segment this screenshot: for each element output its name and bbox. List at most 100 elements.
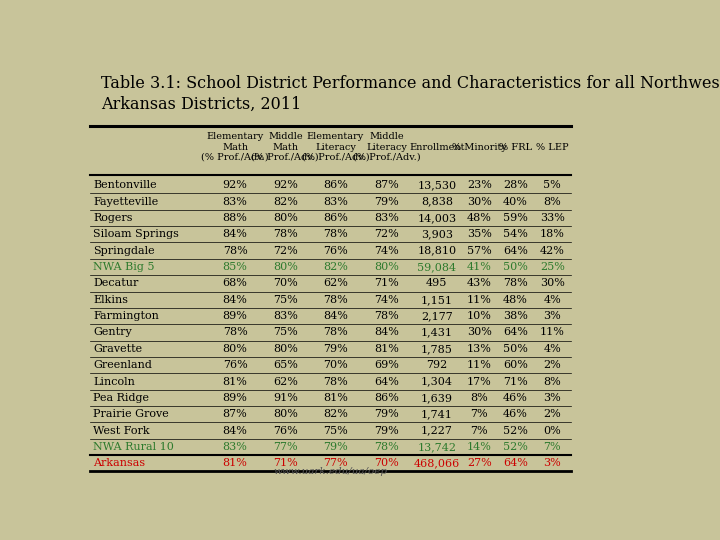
Text: 80%: 80% [273, 213, 298, 223]
Text: 3%: 3% [544, 458, 561, 468]
Text: 1,741: 1,741 [421, 409, 453, 419]
Text: 82%: 82% [323, 409, 348, 419]
Text: 78%: 78% [374, 442, 399, 452]
Text: Elementary
Literacy
(% Prof./Adv.): Elementary Literacy (% Prof./Adv.) [302, 132, 369, 162]
Text: 75%: 75% [323, 426, 348, 436]
Text: Middle
Literacy
(% Prof./Adv.): Middle Literacy (% Prof./Adv.) [353, 132, 420, 162]
Text: 64%: 64% [503, 246, 528, 255]
Text: 62%: 62% [323, 279, 348, 288]
Text: 87%: 87% [374, 180, 399, 190]
Text: Middle
Math
(% Prof./Adv.): Middle Math (% Prof./Adv.) [251, 132, 319, 162]
Text: 83%: 83% [222, 442, 248, 452]
Text: Farmington: Farmington [94, 311, 159, 321]
Text: 28%: 28% [503, 180, 528, 190]
Text: 89%: 89% [222, 311, 248, 321]
Text: 59%: 59% [503, 213, 528, 223]
Text: 7%: 7% [470, 426, 488, 436]
Text: NWA Big 5: NWA Big 5 [94, 262, 155, 272]
Text: % Minority: % Minority [451, 143, 507, 152]
Text: 79%: 79% [374, 409, 399, 419]
Text: 60%: 60% [503, 360, 528, 370]
Text: 46%: 46% [503, 409, 528, 419]
Text: 38%: 38% [503, 311, 528, 321]
Text: 80%: 80% [374, 262, 399, 272]
Text: 46%: 46% [503, 393, 528, 403]
Text: 1,431: 1,431 [420, 327, 453, 338]
Text: 83%: 83% [273, 311, 298, 321]
Text: West Fork: West Fork [94, 426, 150, 436]
Text: 84%: 84% [222, 426, 248, 436]
Text: 78%: 78% [323, 376, 348, 387]
Text: www.uark.edu/ua/oep: www.uark.edu/ua/oep [273, 467, 387, 476]
Text: 2,177: 2,177 [421, 311, 453, 321]
Text: 83%: 83% [374, 213, 399, 223]
Text: 71%: 71% [374, 279, 399, 288]
Text: 89%: 89% [222, 393, 248, 403]
Text: 78%: 78% [222, 327, 248, 338]
Text: 70%: 70% [374, 458, 399, 468]
Text: 78%: 78% [273, 230, 297, 239]
Text: % FRL: % FRL [499, 143, 532, 152]
Text: 57%: 57% [467, 246, 492, 255]
Text: Lincoln: Lincoln [94, 376, 135, 387]
Text: 52%: 52% [503, 442, 528, 452]
Text: 1,304: 1,304 [420, 376, 453, 387]
Text: 2%: 2% [544, 360, 561, 370]
Text: 48%: 48% [467, 213, 492, 223]
Text: 48%: 48% [503, 295, 528, 305]
Text: 17%: 17% [467, 376, 492, 387]
Text: 54%: 54% [503, 230, 528, 239]
Text: 11%: 11% [467, 360, 492, 370]
Text: % LEP: % LEP [536, 143, 569, 152]
Text: 86%: 86% [374, 393, 399, 403]
Text: 0%: 0% [544, 426, 561, 436]
Text: 70%: 70% [273, 279, 297, 288]
Text: Elementary
Math
(% Prof./Adv.): Elementary Math (% Prof./Adv.) [202, 132, 269, 162]
Text: 30%: 30% [467, 197, 492, 207]
Text: 92%: 92% [273, 180, 298, 190]
Text: 71%: 71% [503, 376, 528, 387]
Text: Arkansas: Arkansas [94, 458, 145, 468]
Text: 8,838: 8,838 [420, 197, 453, 207]
Text: 13,742: 13,742 [418, 442, 456, 452]
Text: 79%: 79% [323, 344, 348, 354]
Text: 792: 792 [426, 360, 447, 370]
Text: 77%: 77% [323, 458, 348, 468]
Text: 30%: 30% [467, 327, 492, 338]
Text: 23%: 23% [467, 180, 492, 190]
Text: Greenland: Greenland [94, 360, 152, 370]
Text: 18,810: 18,810 [417, 246, 456, 255]
Text: 10%: 10% [467, 311, 492, 321]
Text: Table 3.1: School District Performance and Characteristics for all Northwest
Ark: Table 3.1: School District Performance a… [101, 75, 720, 113]
Text: 27%: 27% [467, 458, 492, 468]
Text: 78%: 78% [323, 230, 348, 239]
Text: Gentry: Gentry [94, 327, 132, 338]
Text: 69%: 69% [374, 360, 399, 370]
Text: 71%: 71% [273, 458, 297, 468]
Text: 1,639: 1,639 [420, 393, 453, 403]
Text: 76%: 76% [273, 426, 297, 436]
Text: 78%: 78% [374, 311, 399, 321]
Text: 1,785: 1,785 [421, 344, 453, 354]
Text: 76%: 76% [222, 360, 248, 370]
Text: 43%: 43% [467, 279, 492, 288]
Text: 7%: 7% [544, 442, 561, 452]
Text: 18%: 18% [540, 230, 564, 239]
Text: 77%: 77% [273, 442, 297, 452]
Text: 85%: 85% [222, 262, 248, 272]
Text: 1,151: 1,151 [420, 295, 453, 305]
Text: 25%: 25% [540, 262, 564, 272]
Text: 84%: 84% [374, 327, 399, 338]
Text: 78%: 78% [323, 327, 348, 338]
Text: 64%: 64% [503, 458, 528, 468]
Text: 8%: 8% [544, 197, 561, 207]
Text: Pea Ridge: Pea Ridge [94, 393, 149, 403]
Text: 78%: 78% [503, 279, 528, 288]
Text: 80%: 80% [273, 262, 298, 272]
Text: 78%: 78% [323, 295, 348, 305]
Text: 79%: 79% [374, 197, 399, 207]
Text: 64%: 64% [374, 376, 399, 387]
Text: 1,227: 1,227 [421, 426, 453, 436]
Text: 87%: 87% [222, 409, 248, 419]
Text: 81%: 81% [222, 376, 248, 387]
